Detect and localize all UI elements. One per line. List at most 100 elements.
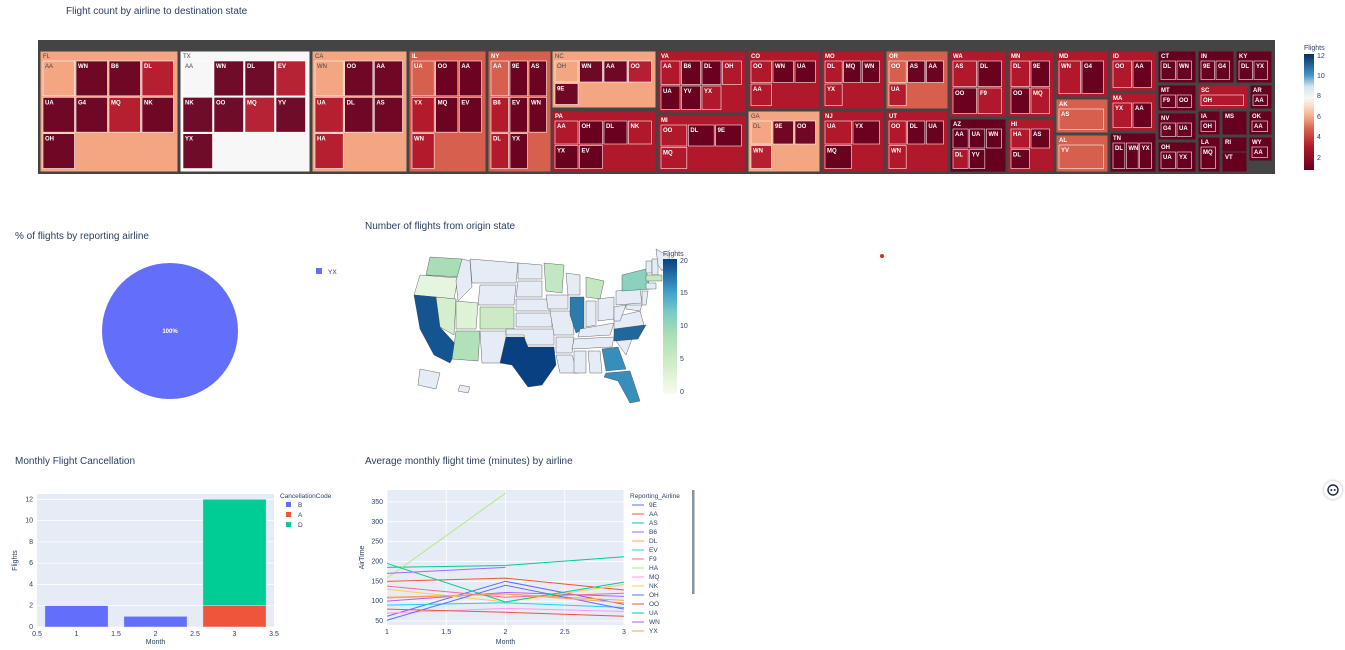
treemap-tile-airline[interactable] xyxy=(374,60,403,97)
treemap-tile-airline[interactable] xyxy=(603,60,628,83)
treemap-tile-airline[interactable] xyxy=(344,60,374,97)
treemap-tile-airline[interactable] xyxy=(750,120,772,145)
treemap-tile-airline[interactable] xyxy=(528,97,547,133)
treemap-tile-airline[interactable] xyxy=(1251,120,1268,132)
treemap-tile-airline[interactable] xyxy=(750,60,772,83)
treemap-tile-airline[interactable] xyxy=(141,97,174,133)
treemap-tile-airline[interactable] xyxy=(244,97,275,133)
treemap-tile-airline[interactable] xyxy=(628,60,652,83)
treemap-tile-airline[interactable] xyxy=(843,60,862,83)
treemap-tile-airline[interactable] xyxy=(681,85,701,110)
treemap-tile-airline[interactable] xyxy=(1139,142,1152,169)
treemap-tile-airline[interactable] xyxy=(42,60,75,97)
treemap-tile-airline[interactable] xyxy=(509,60,528,97)
treemap-chart[interactable]: FL AA WN B6 DL UA G4 MQ NK OH TX AA WN DL EV NK OO MQ YV YX… xyxy=(0,0,1345,180)
treemap-tile-airline[interactable] xyxy=(554,145,579,169)
treemap-tile-airline[interactable] xyxy=(1176,94,1192,108)
treemap-tile-airline[interactable] xyxy=(1160,60,1176,80)
treemap-tile-airline[interactable] xyxy=(554,60,579,83)
treemap-tile-airline[interactable] xyxy=(794,120,816,145)
pie-legend-swatch[interactable] xyxy=(316,268,322,274)
treemap-tile-airline[interactable] xyxy=(579,60,603,83)
treemap-tile-airline[interactable] xyxy=(42,97,75,133)
treemap-tile-airline[interactable] xyxy=(554,120,579,145)
treemap-tile-airline[interactable] xyxy=(1112,60,1132,88)
treemap-tile-airline[interactable] xyxy=(1132,60,1152,88)
treemap-tile-airline[interactable] xyxy=(182,133,213,169)
treemap-tile-airline[interactable] xyxy=(977,87,1002,114)
treemap-tile-airline[interactable] xyxy=(794,60,816,83)
treemap-tile-airline[interactable] xyxy=(509,97,528,133)
treemap-tile-airline[interactable] xyxy=(1252,94,1268,106)
treemap-tile-airline[interactable] xyxy=(907,60,926,83)
treemap-tile-airline[interactable] xyxy=(75,97,108,133)
treemap-tile-airline[interactable] xyxy=(244,60,275,97)
treemap-tile-airline[interactable] xyxy=(411,133,435,169)
treemap-tile-airline[interactable] xyxy=(681,60,701,85)
treemap-tile-airline[interactable] xyxy=(750,83,772,106)
treemap-tile-airline[interactable] xyxy=(1030,87,1050,114)
treemap-tile-airline[interactable] xyxy=(926,120,944,145)
treemap-tile-airline[interactable] xyxy=(75,60,108,97)
treemap-tile-airline[interactable] xyxy=(1251,146,1268,158)
line-chart[interactable]: 50 100 150 200 250 300 350 1 1.5 2 2.5 3 Month AirTim… xyxy=(350,480,710,650)
treemap-tile-airline[interactable] xyxy=(715,124,742,147)
treemap-tile-airline[interactable] xyxy=(490,60,509,97)
treemap-tile-airline[interactable] xyxy=(701,85,722,110)
treemap-tile-airline[interactable] xyxy=(411,97,435,133)
treemap-tile-airline[interactable] xyxy=(435,60,459,97)
treemap-tile-airline[interactable] xyxy=(660,60,681,85)
treemap-tile-airline[interactable] xyxy=(888,83,907,106)
treemap-tile-ms[interactable] xyxy=(1221,110,1248,136)
treemap-tile-airline[interactable] xyxy=(1112,142,1126,169)
treemap-tile-airline[interactable] xyxy=(660,124,688,147)
treemap-tile-airline[interactable] xyxy=(1112,102,1132,128)
treemap-tile-airline[interactable] xyxy=(926,60,944,83)
treemap-tile-airline[interactable] xyxy=(1200,94,1244,106)
treemap-tile-airline[interactable] xyxy=(969,128,986,149)
treemap-tile-airline[interactable] xyxy=(1030,60,1050,87)
treemap-tile-airline[interactable] xyxy=(1010,87,1030,114)
treemap-tile-airline[interactable] xyxy=(1253,60,1268,80)
treemap-tile-airline[interactable] xyxy=(435,97,459,133)
treemap-tile-airline[interactable] xyxy=(411,60,435,97)
treemap-tile-airline[interactable] xyxy=(459,97,482,133)
treemap-tile-airline[interactable] xyxy=(374,97,403,133)
pie-chart[interactable]: 100% YX xyxy=(90,255,370,405)
treemap-tile-airline[interactable] xyxy=(1176,60,1192,80)
treemap-tile-airline[interactable] xyxy=(1176,122,1192,137)
treemap-tile-airline[interactable] xyxy=(275,60,306,97)
treemap-tile-airline[interactable] xyxy=(141,60,174,97)
treemap-tile-airline[interactable] xyxy=(688,124,715,147)
treemap-tile-airline[interactable] xyxy=(213,97,244,133)
treemap-tile-airline[interactable] xyxy=(459,60,482,97)
treemap-tile-airline[interactable] xyxy=(1200,146,1216,169)
treemap-tile-airline[interactable] xyxy=(1058,60,1081,94)
treemap-tile-airline[interactable] xyxy=(907,120,926,145)
treemap-tile-airline[interactable] xyxy=(554,83,579,105)
treemap-tile-airline[interactable] xyxy=(1238,60,1253,80)
treemap-tile-airline[interactable] xyxy=(528,60,547,97)
treemap-tile-airline[interactable] xyxy=(1160,151,1176,169)
treemap-tile-airline[interactable] xyxy=(701,60,722,85)
treemap-tile-airline[interactable] xyxy=(986,128,1002,149)
treemap-tile-airline[interactable] xyxy=(952,87,977,114)
treemap-tile-airline[interactable] xyxy=(1132,102,1152,128)
treemap-tile-airline[interactable] xyxy=(824,83,843,106)
treemap-tile-airline[interactable] xyxy=(852,120,880,145)
treemap-tile-airline[interactable] xyxy=(490,133,509,169)
treemap-tile-airline[interactable] xyxy=(1081,60,1104,94)
treemap-tile-airline[interactable] xyxy=(824,60,843,83)
treemap-tile-airline[interactable] xyxy=(969,149,986,169)
treemap-tile-airline[interactable] xyxy=(888,60,907,83)
treemap-tile-airline[interactable] xyxy=(1010,149,1030,169)
treemap-tile-airline[interactable] xyxy=(1058,108,1104,130)
treemap-tile-airline[interactable] xyxy=(42,133,75,169)
treemap-tile-airline[interactable] xyxy=(182,60,213,97)
treemap-tile-airline[interactable] xyxy=(888,145,907,169)
treemap-tile-airline[interactable] xyxy=(1010,128,1030,149)
treemap-tile-airline[interactable] xyxy=(1058,144,1104,169)
treemap-tile-airline[interactable] xyxy=(772,60,794,83)
treemap-tile-airline[interactable] xyxy=(628,120,652,145)
treemap-tile-airline[interactable] xyxy=(1160,122,1176,137)
